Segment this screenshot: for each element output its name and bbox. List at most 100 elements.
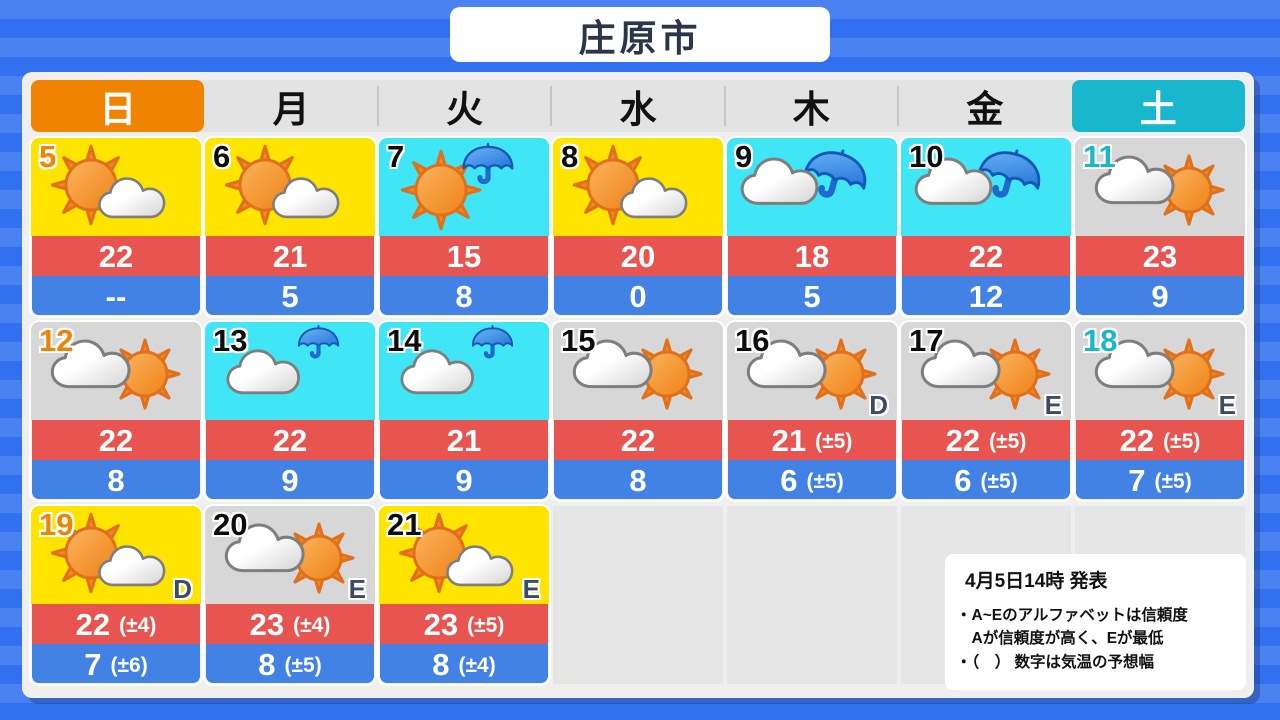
high-temp-value: 22 (98, 238, 134, 274)
date-number: 19 (39, 507, 74, 542)
date-number: 6 (213, 139, 231, 174)
low-temp: 9 (205, 460, 375, 500)
low-temp-value: 5 (803, 278, 821, 314)
notice-line-2: Aが信頼度が高く、Eが最低 (956, 630, 1164, 648)
empty-cell (553, 506, 723, 684)
day-cell-21: 21 E 23 (±5) 8 (±4) (377, 504, 551, 686)
high-temp-value: 22 (620, 422, 656, 458)
low-temp-value: 8 (455, 278, 473, 314)
high-temp-value: 21 (446, 422, 482, 458)
date-number: 5 (39, 139, 57, 174)
low-temp-value: 6 (780, 462, 798, 498)
sun-cloud-icon (398, 512, 514, 594)
confidence-label: D (173, 574, 192, 604)
low-temp: 5 (727, 276, 897, 316)
high-temp-value: 22 (272, 422, 308, 458)
weather-area: 10 (901, 138, 1071, 236)
high-temp: 22 (901, 236, 1071, 276)
day-cell-10: 10 22 12 (899, 136, 1073, 318)
low-temp-value: 0 (629, 278, 647, 314)
high-temp-range: (±5) (1163, 430, 1201, 453)
day-cell-5: 5 22 -- (29, 136, 203, 318)
sun-cloud-icon (572, 144, 688, 226)
weather-area: 15 (553, 322, 723, 420)
high-temp: 21 (±5) (727, 420, 897, 460)
low-temp-value: 7 (84, 646, 102, 682)
low-temp: 0 (553, 276, 723, 316)
high-temp-value: 22 (1119, 422, 1155, 458)
high-temp: 15 (379, 236, 549, 276)
date-number: 21 (387, 507, 422, 542)
confidence-label: E (348, 574, 366, 604)
day-cell-9: 9 18 5 (725, 136, 899, 318)
low-temp: -- (31, 276, 201, 316)
weekday-saturday: 土 (1071, 80, 1245, 132)
low-temp-range: (±5) (980, 470, 1018, 493)
low-temp-range: (±4) (458, 654, 496, 677)
cloud-sun-icon (224, 522, 355, 594)
high-temp-value: 21 (272, 238, 308, 274)
date-number: 14 (387, 323, 422, 358)
high-temp: 22 (±4) (31, 604, 201, 644)
cloud-sun-icon (746, 338, 877, 410)
low-temp: 6 (±5) (727, 460, 897, 500)
high-temp: 22 (205, 420, 375, 460)
low-temp-value: 9 (455, 462, 473, 498)
low-temp-range: (±6) (110, 654, 148, 677)
weekday-thursday: 木 (723, 80, 898, 132)
weather-area: 14 (379, 322, 549, 420)
calendar-panel: 日 月 火 水 木 金 土 5 22 -- 6 21 5 7 15 8 8 20 0 9 18 5 10 22 1… (22, 72, 1254, 698)
cloud-sun-icon (1094, 338, 1225, 410)
high-temp-range: (±4) (293, 614, 331, 637)
date-number: 12 (39, 323, 74, 358)
notice-line-3: ・（ ） 数字は気温の予想幅 (956, 653, 1155, 671)
low-temp: 9 (1075, 276, 1245, 316)
date-number: 10 (909, 139, 944, 174)
high-temp: 23 (±5) (379, 604, 549, 644)
high-temp: 22 (31, 420, 201, 460)
high-temp-value: 22 (968, 238, 1004, 274)
empty-cell (727, 506, 897, 684)
day-cell-19: 19 D 22 (±4) 7 (±6) (29, 504, 203, 686)
date-number: 15 (561, 323, 596, 358)
cloud-umbrella-icon (740, 149, 867, 205)
high-temp: 23 (1075, 236, 1245, 276)
day-cell-15: 15 22 8 (551, 320, 725, 502)
low-temp: 8 (553, 460, 723, 500)
weather-area: 5 (31, 138, 201, 236)
low-temp: 5 (205, 276, 375, 316)
calendar-grid: 5 22 -- 6 21 5 7 15 8 8 20 0 9 18 5 10 22 12 11 23 9 12 22 8 13 2… (29, 136, 1247, 686)
sun-umbrella-icon (400, 142, 514, 231)
sun-cloud-icon (50, 512, 166, 594)
date-number: 18 (1083, 323, 1118, 358)
low-temp: 8 (31, 460, 201, 500)
high-temp: 21 (379, 420, 549, 460)
high-temp-value: 23 (1142, 238, 1178, 274)
notice-line-1: ・A~Eのアルファベットは信頼度 (956, 607, 1188, 624)
weekday-sunday: 日 (31, 80, 205, 132)
day-cell-17: 17 E 22 (±5) 6 (±5) (899, 320, 1073, 502)
high-temp: 21 (205, 236, 375, 276)
date-number: 9 (735, 139, 753, 174)
weather-area: 7 (379, 138, 549, 236)
day-cell-20: 20 E 23 (±4) 8 (±5) (203, 504, 377, 686)
weather-area: 8 (553, 138, 723, 236)
high-temp-value: 22 (945, 422, 981, 458)
confidence-label: D (869, 390, 888, 420)
high-temp-value: 22 (98, 422, 134, 458)
low-temp-value: 7 (1128, 462, 1146, 498)
weekday-wednesday: 水 (550, 80, 724, 132)
weather-area: 6 (205, 138, 375, 236)
low-temp-value: 5 (281, 278, 299, 314)
low-temp-value: -- (105, 278, 127, 314)
high-temp-value: 21 (771, 422, 807, 458)
high-temp: 22 (553, 420, 723, 460)
confidence-label: E (522, 574, 540, 604)
weather-area: 17 E (901, 322, 1071, 420)
low-temp: 8 (379, 276, 549, 316)
high-temp: 23 (±4) (205, 604, 375, 644)
low-temp-value: 8 (258, 646, 276, 682)
high-temp: 20 (553, 236, 723, 276)
weather-area: 11 (1075, 138, 1245, 236)
low-temp: 8 (±4) (379, 644, 549, 684)
